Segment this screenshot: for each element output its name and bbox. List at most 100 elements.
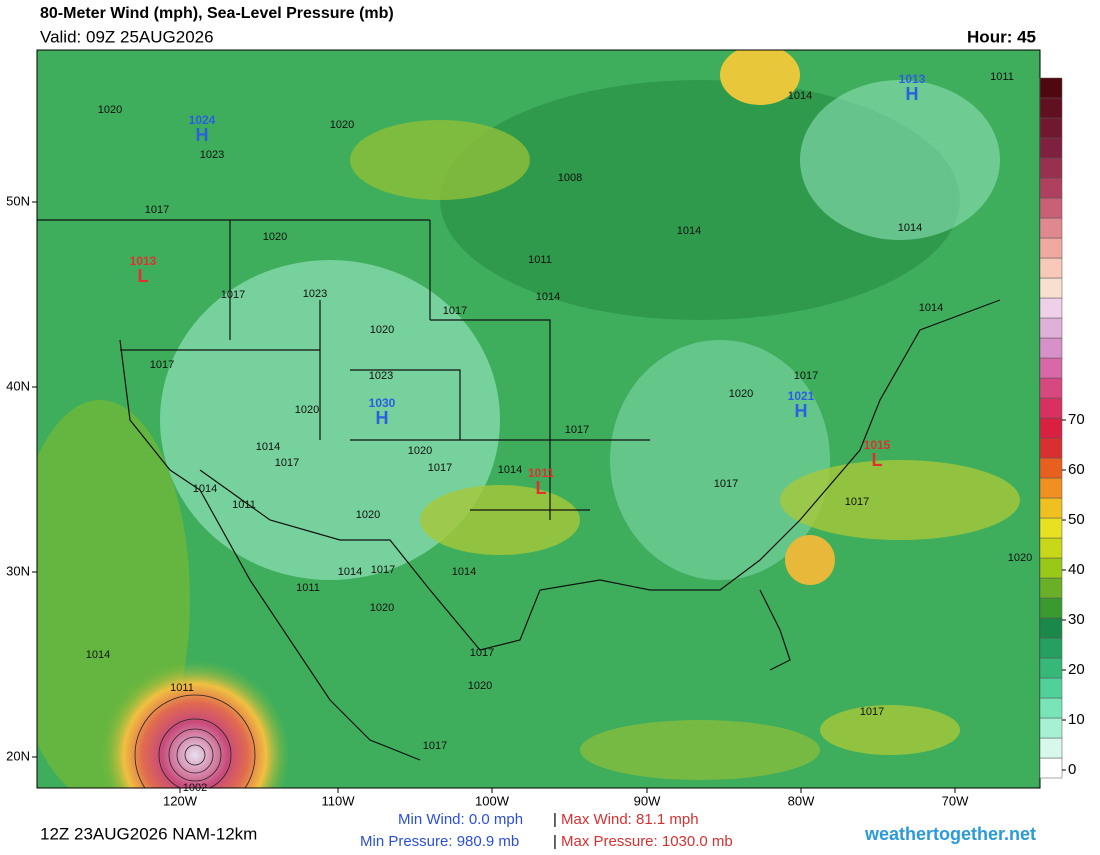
- isobar-label: 1011: [170, 682, 194, 694]
- high-center-value: 1030: [369, 396, 396, 410]
- isobar-label: 1014: [898, 222, 922, 234]
- isobar-label: 1014: [677, 225, 701, 237]
- forecast-hour: Hour: 45: [967, 27, 1036, 46]
- isobar-label: 1017: [845, 496, 869, 508]
- separator: |: [553, 811, 557, 828]
- isobar-label: 1014: [498, 464, 522, 476]
- max-wind: Max Wind: 81.1 mph: [561, 811, 699, 828]
- colorbar-swatch: [1039, 197, 1063, 219]
- lon-label: 110W: [322, 793, 356, 808]
- high-center-symbol: H: [906, 84, 919, 104]
- colorbar-label: 10: [1068, 711, 1085, 728]
- colorbar-swatch: [1039, 497, 1063, 519]
- lat-label: 20N: [6, 748, 30, 763]
- isobar-label: 1014: [338, 566, 362, 578]
- colorbar-swatch: [1039, 117, 1063, 139]
- separator: |: [553, 833, 557, 850]
- high-center-value: 1024: [189, 113, 216, 127]
- colorbar-swatch: [1039, 737, 1063, 759]
- lon-label: 80W: [788, 793, 815, 808]
- colorbar: 0 10 20 30 40 50 60 70: [1039, 77, 1085, 779]
- isobar-label: 1020: [98, 104, 122, 116]
- isobar-label: 1014: [256, 441, 280, 453]
- isobar-label: 1014: [452, 566, 476, 578]
- isobar-label: 1014: [919, 302, 943, 314]
- lon-label: 90W: [634, 793, 661, 808]
- isobar-label: 1017: [371, 564, 395, 576]
- isobar-label: 1020: [295, 404, 319, 416]
- isobar-label: 1011: [528, 254, 552, 266]
- isobar-label: 1020: [729, 388, 753, 400]
- colorbar-swatch: [1039, 637, 1063, 659]
- colorbar-swatch: [1039, 697, 1063, 719]
- colorbar-label: 40: [1068, 561, 1085, 578]
- min-pressure: Min Pressure: 980.9 mb: [360, 833, 519, 850]
- colorbar-swatch: [1039, 417, 1063, 439]
- site-name: weathertogether.net: [864, 824, 1036, 844]
- colorbar-swatch: [1039, 297, 1063, 319]
- colorbar-swatch: [1039, 617, 1063, 639]
- max-pressure: Max Pressure: 1030.0 mb: [561, 833, 733, 850]
- colorbar-swatch: [1039, 237, 1063, 259]
- isobar-label: 1017: [794, 370, 818, 382]
- colorbar-swatch: [1039, 477, 1063, 499]
- isobar-label: 1014: [536, 291, 560, 303]
- isobar-label: 1020: [370, 602, 394, 614]
- isobar-label: 1017: [714, 478, 738, 490]
- isobar-label: 1014: [86, 649, 110, 661]
- lon-label: 100W: [475, 793, 510, 808]
- isobar-label: 1023: [200, 149, 224, 161]
- colorbar-swatch: [1039, 257, 1063, 279]
- isobar-label: 1017: [565, 424, 589, 436]
- colorbar-swatch: [1039, 317, 1063, 339]
- colorbar-swatch: [1039, 357, 1063, 379]
- isobar-label: 1011: [232, 499, 256, 511]
- colorbar-swatch: [1039, 217, 1063, 239]
- colorbar-swatch: [1039, 177, 1063, 199]
- isobar-label: 1017: [221, 289, 245, 301]
- isobar-label: 1017: [145, 204, 169, 216]
- lon-label: 120W: [163, 793, 198, 808]
- isobar-label: 1020: [1008, 552, 1032, 564]
- high-center-symbol: H: [376, 408, 389, 428]
- min-wind: Min Wind: 0.0 mph: [398, 811, 523, 828]
- colorbar-swatch: [1039, 97, 1063, 119]
- colorbar-swatch: [1039, 437, 1063, 459]
- isobar-label: 1017: [150, 359, 174, 371]
- title: 80-Meter Wind (mph), Sea-Level Pressure …: [40, 5, 394, 22]
- colorbar-label: 60: [1068, 461, 1085, 478]
- lon-label: 70W: [942, 793, 969, 808]
- high-center-value: 1021: [788, 389, 815, 403]
- isobar-label: 1008: [558, 172, 582, 184]
- high-center-value: 1013: [899, 72, 926, 86]
- colorbar-swatch: [1039, 577, 1063, 599]
- isobar-label: 1023: [303, 288, 327, 300]
- isobar-label: 1014: [788, 90, 812, 102]
- isobar-label: 1014: [193, 483, 217, 495]
- colorbar-swatch: [1039, 137, 1063, 159]
- isobar-label: 1017: [860, 706, 884, 718]
- isobar-label: 1020: [263, 231, 287, 243]
- valid-time: Valid: 09Z 25AUG2026: [40, 27, 214, 46]
- isobar-label: 1020: [408, 445, 432, 457]
- colorbar-label: 0: [1068, 761, 1076, 778]
- isobar-label: 1017: [275, 457, 299, 469]
- lat-label: 30N: [6, 563, 30, 578]
- colorbar-label: 70: [1068, 411, 1085, 428]
- isobar-label: 1011: [296, 582, 320, 594]
- isobar-label: 1002: [183, 782, 207, 794]
- colorbar-swatch: [1039, 397, 1063, 419]
- colorbar-swatch: [1039, 77, 1063, 99]
- high-center-symbol: H: [795, 401, 808, 421]
- colorbar-label: 50: [1068, 511, 1085, 528]
- colorbar-swatch: [1039, 757, 1063, 779]
- lat-label: 50N: [6, 193, 30, 208]
- isobar-label: 1023: [369, 370, 393, 382]
- isobar-label: 1020: [356, 509, 380, 521]
- colorbar-swatch: [1039, 717, 1063, 739]
- isobar-label: 1017: [470, 647, 494, 659]
- colorbar-swatch: [1039, 517, 1063, 539]
- colorbar-swatch: [1039, 157, 1063, 179]
- isobar-label: 1020: [330, 119, 354, 131]
